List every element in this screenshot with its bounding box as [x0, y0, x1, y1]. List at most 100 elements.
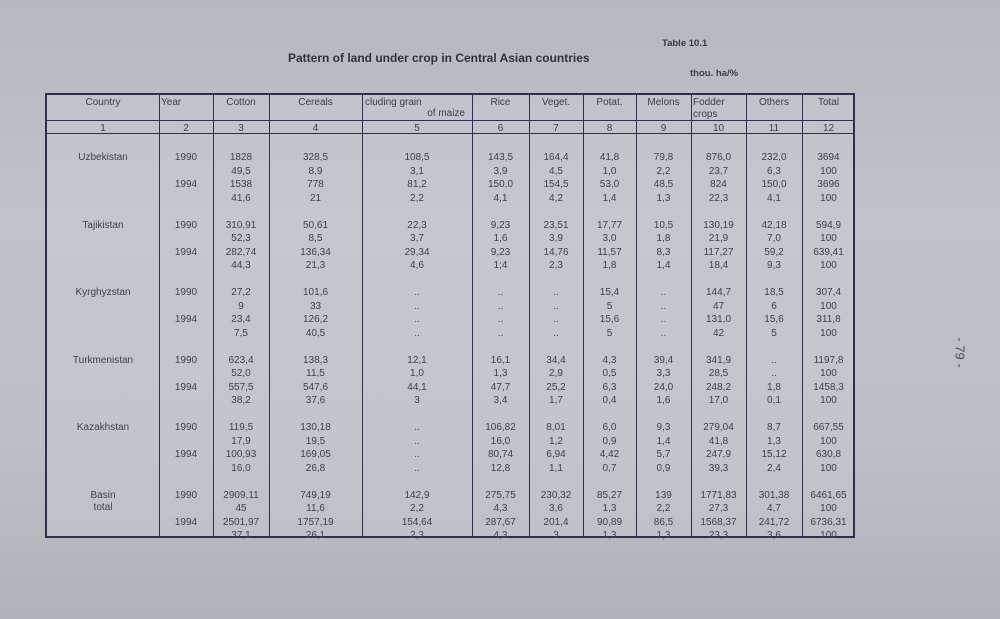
country-name: Uzbekistan — [78, 152, 128, 163]
table-title: Pattern of land under crop in Central As… — [288, 51, 590, 65]
year-cell: 1990 — [174, 287, 198, 298]
units-label: thou. ha/% — [690, 68, 739, 79]
table-cell: 8,3 — [656, 246, 671, 258]
table-cell: 7,5 — [234, 327, 248, 339]
table-cell: 4,6 — [410, 260, 424, 271]
table-cell: 12,1 — [407, 354, 427, 366]
table-cell: 39,4 — [653, 354, 674, 366]
table-cell: .. — [660, 327, 667, 339]
table-cell: 1,3 — [602, 530, 617, 541]
header-divider — [47, 120, 853, 121]
table-number: Table 10.1 — [662, 38, 708, 49]
table-cell: 100 — [820, 165, 837, 177]
table-cell: 232,0 — [761, 152, 787, 163]
table-cell: 201,4 — [543, 516, 569, 528]
table-cell: 1,3 — [767, 435, 781, 447]
table-cell: 119,5 — [228, 422, 254, 433]
table-cell: 37,1 — [231, 530, 251, 541]
table-cell: 100 — [820, 395, 837, 406]
table-cell: 52,3 — [231, 233, 251, 244]
table-cell: 15,6 — [599, 314, 620, 325]
table-cell: 1,6 — [493, 233, 508, 244]
table-cell: 100 — [820, 368, 837, 379]
table-cell: 547,6 — [302, 381, 329, 393]
table-cell: 169,05 — [300, 449, 331, 460]
table-cell: 130,18 — [300, 422, 331, 433]
year-cell: 1994 — [174, 516, 198, 528]
table-cell: 3 — [553, 530, 559, 541]
table-cell: 4,3 — [602, 354, 617, 366]
column-divider — [159, 95, 160, 536]
table-cell: 44,1 — [407, 381, 427, 393]
table-cell: 6,94 — [546, 449, 566, 460]
table-cell: 108,5 — [404, 152, 430, 163]
year-cell: 1994 — [174, 179, 198, 190]
table-cell: 27,2 — [231, 287, 251, 298]
table-cell: .. — [771, 368, 777, 379]
table-cell: 8,01 — [546, 422, 566, 433]
table-cell: 106,82 — [485, 422, 516, 433]
table-cell: 275,75 — [485, 489, 516, 501]
table-cell: 59,2 — [764, 246, 784, 258]
table-cell: 1,2 — [549, 435, 563, 447]
table-cell: 19,5 — [305, 435, 326, 447]
table-cell: 241,72 — [758, 516, 790, 528]
country-name: total — [93, 502, 113, 513]
table-cell: 100 — [820, 327, 837, 339]
table-cell: 100 — [820, 530, 837, 541]
table-cell: 34,4 — [546, 354, 566, 366]
table-cell: 1,4 — [656, 260, 671, 271]
table-cell: 3,4 — [493, 395, 508, 406]
table-cell: .. — [497, 314, 504, 325]
table-cell: 52,0 — [231, 368, 251, 379]
year-cell: 1994 — [174, 246, 198, 258]
table-cell: 8,5 — [308, 233, 323, 244]
table-cell: 9 — [238, 300, 244, 312]
year-cell: 1994 — [174, 449, 198, 460]
table-cell: 5 — [606, 300, 613, 312]
table-cell: 6461,65 — [810, 489, 847, 501]
column-number: 11 — [768, 123, 780, 134]
column-header: Veget. — [541, 97, 571, 108]
year-cell — [159, 435, 213, 448]
table-cell: 164,4 — [543, 152, 569, 163]
column-number: 3 — [238, 123, 244, 134]
table-cell: 33 — [309, 300, 322, 312]
table-cell: 8,9 — [308, 165, 323, 177]
column-divider — [583, 95, 584, 536]
table-cell: 136,34 — [300, 246, 331, 258]
table-cell: 138,3 — [302, 354, 329, 366]
table-cell: 23,51 — [543, 219, 569, 231]
table-cell: 749,19 — [300, 489, 331, 501]
table-cell: .. — [497, 300, 504, 312]
table-cell: 594,9 — [815, 219, 842, 231]
table-cell: 15,12 — [761, 449, 787, 460]
table-cell: 248,2 — [705, 381, 732, 393]
table-cell: 41,8 — [599, 152, 620, 163]
table-cell: 11,5 — [306, 368, 325, 379]
table-cell: 1,1 — [549, 462, 563, 474]
table-cell: 2,4 — [767, 462, 781, 474]
table-cell: .. — [414, 287, 420, 298]
table-cell: 16,0 — [490, 435, 511, 447]
column-number: 5 — [414, 123, 420, 134]
table-cell: 2,2 — [656, 165, 671, 177]
table-cell: 1,3 — [493, 368, 508, 379]
year-cell — [159, 529, 213, 542]
table-cell: 1,3 — [656, 192, 671, 204]
year-cell — [159, 367, 213, 380]
table-cell: 0,5 — [602, 368, 617, 379]
year-cell — [159, 165, 213, 178]
table-cell: 1538 — [229, 179, 253, 190]
table-cell: 144,7 — [705, 287, 732, 298]
column-number: 4 — [312, 123, 319, 134]
table-cell: 10,5 — [653, 219, 674, 231]
table-cell: 90,89 — [596, 516, 623, 528]
column-number: 2 — [183, 123, 189, 134]
table-cell: 53,0 — [599, 179, 620, 190]
page-number: - 79 - — [952, 337, 968, 368]
column-number: 10 — [712, 123, 725, 134]
table-cell: 1757,19 — [297, 516, 334, 528]
table-cell: .. — [553, 314, 559, 325]
column-header: Cotton — [226, 97, 256, 108]
